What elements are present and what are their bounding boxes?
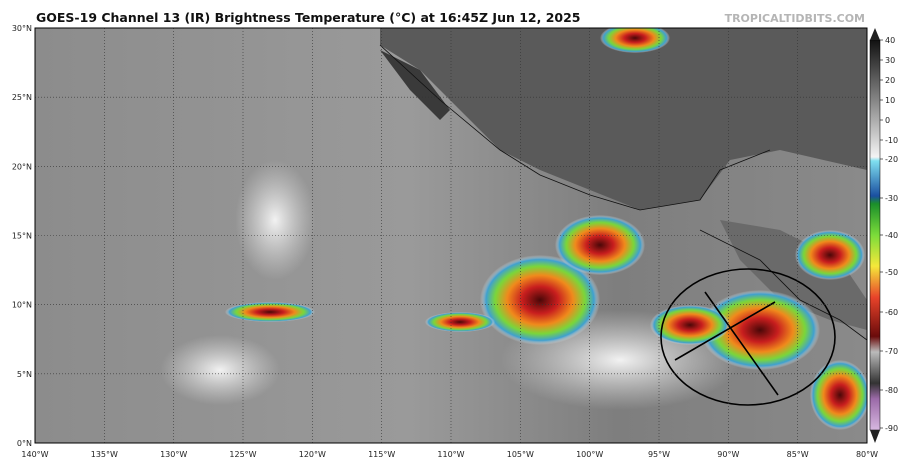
latitude-label: 5°N bbox=[17, 370, 32, 379]
longitude-label: 90°W bbox=[717, 450, 739, 459]
colorbar-label: -60 bbox=[885, 308, 898, 317]
latitude-label: 25°N bbox=[12, 93, 32, 102]
colorbar-label: 40 bbox=[885, 36, 895, 45]
colorbar-label: -40 bbox=[885, 231, 898, 240]
colorbar-label: 10 bbox=[885, 96, 895, 105]
colorbar-label: 20 bbox=[885, 76, 895, 85]
longitude-label: 105°W bbox=[507, 450, 534, 459]
longitude-label: 130°W bbox=[160, 450, 187, 459]
satellite-image bbox=[35, 28, 867, 443]
colorbar bbox=[869, 39, 881, 431]
source: TROPICALTIDBITS.COM bbox=[725, 12, 865, 25]
longitude-label: 80°W bbox=[856, 450, 878, 459]
latitude-label: 0°N bbox=[17, 439, 32, 448]
latitude-label: 20°N bbox=[12, 162, 32, 171]
colorbar-label: -70 bbox=[885, 347, 898, 356]
colorbar-label: -90 bbox=[885, 424, 898, 433]
colorbar-label: 0 bbox=[885, 116, 890, 125]
longitude-label: 100°W bbox=[576, 450, 603, 459]
latitude-label: 10°N bbox=[12, 301, 32, 310]
latitude-label: 30°N bbox=[12, 24, 32, 33]
longitude-label: 125°W bbox=[229, 450, 256, 459]
colorbar-label: -20 bbox=[885, 155, 898, 164]
longitude-label: 85°W bbox=[787, 450, 809, 459]
title: GOES-19 Channel 13 (IR) Brightness Tempe… bbox=[36, 10, 581, 25]
colorbar-label: 30 bbox=[885, 56, 895, 65]
colorbar-label: -80 bbox=[885, 386, 898, 395]
longitude-label: 135°W bbox=[91, 450, 118, 459]
longitude-label: 110°W bbox=[437, 450, 464, 459]
longitude-label: 140°W bbox=[21, 450, 48, 459]
colorbar-label: -10 bbox=[885, 136, 898, 145]
longitude-label: 120°W bbox=[299, 450, 326, 459]
colorbar-label: -50 bbox=[885, 268, 898, 277]
longitude-label: 115°W bbox=[368, 450, 395, 459]
latitude-label: 15°N bbox=[12, 232, 32, 241]
colorbar-label: -30 bbox=[885, 194, 898, 203]
longitude-label: 95°W bbox=[648, 450, 670, 459]
